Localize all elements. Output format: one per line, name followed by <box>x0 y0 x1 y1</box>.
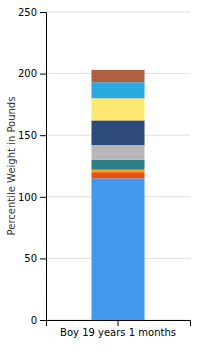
tick-mark <box>40 135 46 136</box>
grid-line <box>46 12 190 13</box>
plot: 0 50 100 150 200 250 Boy 19 years 1 months <box>18 7 191 338</box>
x-axis: Boy 19 years 1 months <box>47 320 191 338</box>
bar-segment <box>91 120 144 145</box>
tick-mark <box>118 320 119 326</box>
bar-segment <box>91 70 144 82</box>
tick-label: 50 <box>24 253 37 264</box>
axis-line <box>47 321 191 327</box>
tick-label: 0 <box>31 315 37 326</box>
tick-mark <box>40 258 46 259</box>
bar-segment <box>91 98 144 120</box>
bar-segment <box>91 82 144 98</box>
tick-mark <box>40 197 46 198</box>
bar-segment <box>91 172 144 178</box>
y-axis-title: Percentile Weight in Pounds <box>6 97 17 236</box>
bars <box>91 70 144 320</box>
tick: 150 <box>18 130 46 141</box>
grid <box>46 12 190 320</box>
tick: 100 <box>18 192 46 203</box>
bar-segment <box>91 145 144 160</box>
tick-mark <box>40 12 46 13</box>
y-axis: 0 50 100 150 200 250 <box>18 7 47 326</box>
axis-line <box>40 13 47 321</box>
bar-segment <box>91 170 144 172</box>
chart: 0 50 100 150 200 250 Boy 19 years 1 months Perc… <box>0 0 200 350</box>
tick-mark <box>40 74 46 75</box>
tick-mark <box>40 320 46 321</box>
tick-label: 250 <box>18 7 37 18</box>
tick: Boy 19 years 1 months <box>60 320 176 338</box>
tick: 250 <box>18 7 46 18</box>
tick: 200 <box>18 68 46 79</box>
tick: 50 <box>24 253 46 264</box>
tick-label: Boy 19 years 1 months <box>60 327 176 338</box>
tick-label: 150 <box>18 130 37 141</box>
tick: 0 <box>31 315 46 326</box>
bar-segment <box>91 178 144 320</box>
bar-segment <box>91 160 144 170</box>
tick-label: 200 <box>18 68 37 79</box>
tick-label: 100 <box>18 192 37 203</box>
